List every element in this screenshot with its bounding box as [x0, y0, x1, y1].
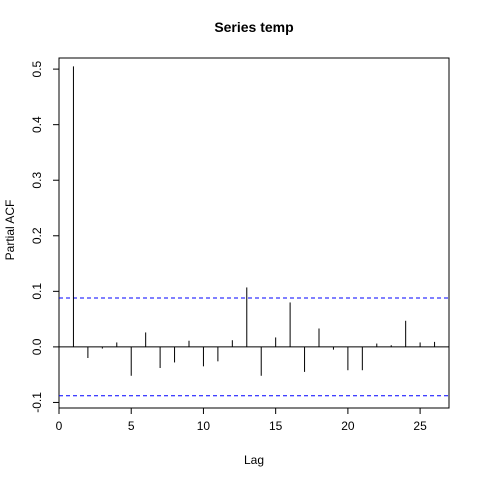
y-tick-label: 0.3 [30, 172, 44, 189]
y-axis-label: Partial ACF [3, 200, 17, 261]
x-axis-label: Lag [244, 453, 264, 467]
x-tick-label: 25 [413, 419, 427, 433]
chart-marks: 0 5 10 15 20 25 -0.1 0.0 0.1 0.2 0.3 0.4 0.5 [30, 58, 449, 433]
x-tick-label: 0 [56, 419, 63, 433]
x-tick-label: 15 [269, 419, 283, 433]
y-tick-label: 0.5 [30, 60, 44, 77]
plot-frame [59, 58, 449, 408]
y-tick-label: 0.1 [30, 283, 44, 300]
y-tick-label: 0.0 [30, 338, 44, 355]
chart-title: Series temp [214, 19, 293, 35]
x-tick-label: 5 [128, 419, 135, 433]
y-tick-label: 0.2 [30, 227, 44, 244]
y-tick-label: -0.1 [30, 392, 44, 413]
x-tick-label: 10 [197, 419, 211, 433]
y-tick-label: 0.4 [30, 116, 44, 133]
x-tick-label: 20 [341, 419, 355, 433]
